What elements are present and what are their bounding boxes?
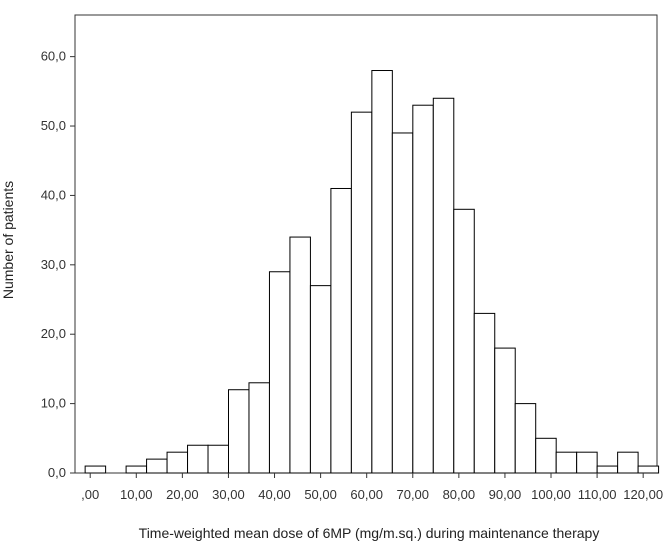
histogram-bar [535,437,557,474]
x-tick-label: 120,00 [623,487,663,502]
x-tick-label: 20,00 [166,487,199,502]
y-tick-label: 0,0 [48,465,66,480]
y-tick-label: 60,0 [41,49,66,64]
histogram-bar [268,271,291,474]
histogram-bar [453,208,475,474]
histogram-bar [432,97,455,474]
x-tick-label: 80,00 [443,487,476,502]
histogram-bar [309,285,332,474]
histogram-bar [350,111,373,474]
x-axis-title: Time-weighted mean dose of 6MP (mg/m.sq.… [139,525,600,541]
x-tick-label: 10,00 [120,487,153,502]
histogram-bar [371,70,393,474]
histogram-bar [166,451,189,474]
y-tick-label: 40,0 [41,187,66,202]
histogram-bar [207,444,230,474]
histogram-bar [248,382,270,474]
x-tick-label: 60,00 [350,487,383,502]
histogram-bar [514,403,537,474]
histogram-bar [146,458,168,474]
y-tick-label: 10,0 [41,396,66,411]
y-axis-title: Number of patients [0,181,16,299]
y-tick-label: 50,0 [41,118,66,133]
histogram-bar [289,236,311,474]
histogram-bar [617,451,639,474]
x-tick-label: 100,00 [531,487,571,502]
x-tick-label: 40,00 [258,487,291,502]
x-axis-ticks: ,00 10,00 20,00 30,00 40,00 50,00 60,00 70,00 80… [81,473,663,502]
histogram-bar [84,465,107,474]
y-axis-ticks: 0,0 10,0 20,0 30,0 40,0 50,0 60,0 [41,49,75,480]
x-tick-label: 50,00 [304,487,337,502]
histogram-bar [494,347,516,474]
histogram-bar [228,389,250,474]
bars-group [84,70,660,474]
histogram-bar [473,312,496,474]
x-tick-label: 110,00 [578,487,617,502]
histogram-bar [187,444,209,474]
x-tick-label: 30,00 [212,487,245,502]
histogram-bar [412,104,434,474]
x-tick-label: ,00 [81,487,99,502]
histogram-bar [576,451,598,474]
histogram-bar [125,465,148,474]
histogram-bar [330,187,352,474]
y-tick-label: 30,0 [41,257,66,272]
y-tick-label: 20,0 [41,326,66,341]
histogram-bar [555,451,578,474]
histogram-bar [637,465,660,474]
histogram-bar [596,465,619,474]
x-tick-label: 90,00 [489,487,522,502]
x-tick-label: 70,00 [396,487,429,502]
histogram-bar [391,132,414,474]
